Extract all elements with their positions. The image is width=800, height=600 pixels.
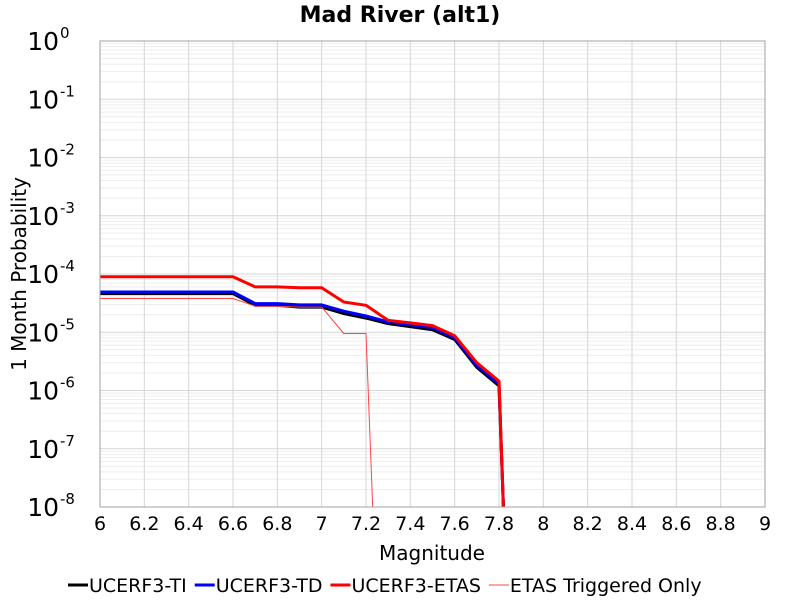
legend-label: ETAS Triggered Only xyxy=(510,575,702,597)
legend-label: UCERF3-TD xyxy=(216,575,323,597)
x-tick-label: 8.8 xyxy=(706,513,736,535)
legend-label: UCERF3-TI xyxy=(89,575,187,597)
x-tick-label: 6 xyxy=(94,513,106,535)
x-tick-label: 8 xyxy=(537,513,549,535)
y-tick-exponent: -4 xyxy=(60,257,75,275)
y-axis-label: 1 Month Probability xyxy=(7,177,31,371)
x-tick-label: 6.2 xyxy=(129,513,159,535)
chart-title: Mad River (alt1) xyxy=(300,3,501,28)
y-tick-base: 10 xyxy=(27,377,59,406)
y-tick-exponent: -5 xyxy=(60,315,75,333)
y-tick-exponent: 0 xyxy=(60,24,70,42)
series-line-etas-triggered-only xyxy=(100,298,374,508)
x-tick-label: 7 xyxy=(316,513,328,535)
y-tick-base: 10 xyxy=(27,318,59,347)
legend-item: UCERF3-TI xyxy=(68,575,187,597)
x-tick-label: 8.2 xyxy=(573,513,603,535)
y-tick-exponent: -7 xyxy=(60,432,75,450)
x-axis-label: Magnitude xyxy=(379,541,485,565)
y-tick-exponent: -3 xyxy=(60,199,75,217)
x-tick-label: 6.8 xyxy=(262,513,292,535)
y-tick-base: 10 xyxy=(27,260,59,289)
series-line-ucerf3-td xyxy=(100,290,505,508)
y-tick-label: 10 -5 xyxy=(27,315,75,347)
y-tick-label: 10 -6 xyxy=(27,374,75,406)
series-line-ucerf3-etas xyxy=(100,275,505,508)
legend-label: UCERF3-ETAS xyxy=(351,575,480,597)
x-tick-label: 7.6 xyxy=(440,513,470,535)
y-tick-label: 10 -2 xyxy=(27,141,75,173)
minor-grid xyxy=(100,43,765,490)
x-tick-label: 7.2 xyxy=(351,513,381,535)
y-tick-base: 10 xyxy=(27,27,59,56)
x-tick-label: 8.6 xyxy=(661,513,691,535)
x-axis-tick-labels: 6 6.2 6.4 6.6 6.8 7 7.2 7.4 7.6 7.8 8 8.2 8.4 8.6 8.8 9 xyxy=(94,513,771,535)
legend-item: UCERF3-ETAS xyxy=(330,575,481,597)
y-tick-base: 10 xyxy=(27,493,59,522)
series-layer xyxy=(100,275,505,508)
y-tick-base: 10 xyxy=(27,144,59,173)
x-tick-label: 6.6 xyxy=(218,513,248,535)
x-tick-label: 9 xyxy=(759,513,771,535)
y-tick-base: 10 xyxy=(27,85,59,114)
x-tick-label: 6.4 xyxy=(174,513,204,535)
y-tick-exponent: -1 xyxy=(60,82,75,100)
plot-area-frame xyxy=(99,40,766,508)
y-tick-label: 10 -3 xyxy=(27,199,75,231)
legend: UCERF3-TI UCERF3-TD UCERF3-ETAS ETAS Trigge… xyxy=(68,575,702,597)
y-tick-exponent: -8 xyxy=(60,490,75,508)
y-tick-base: 10 xyxy=(27,435,59,464)
legend-item: UCERF3-TD xyxy=(194,575,323,597)
y-tick-label: 10 -1 xyxy=(27,82,75,114)
x-tick-label: 7.4 xyxy=(395,513,425,535)
legend-item: ETAS Triggered Only xyxy=(488,575,702,597)
y-tick-label: 10 -8 xyxy=(27,490,75,522)
y-tick-label: 10 -4 xyxy=(27,257,75,289)
y-tick-label: 10 -7 xyxy=(27,432,75,464)
y-tick-label: 10 0 xyxy=(27,24,69,56)
x-tick-label: 8.4 xyxy=(617,513,647,535)
y-tick-base: 10 xyxy=(27,202,59,231)
y-tick-exponent: -2 xyxy=(60,141,75,159)
y-tick-exponent: -6 xyxy=(60,374,75,392)
x-tick-label: 7.8 xyxy=(484,513,514,535)
